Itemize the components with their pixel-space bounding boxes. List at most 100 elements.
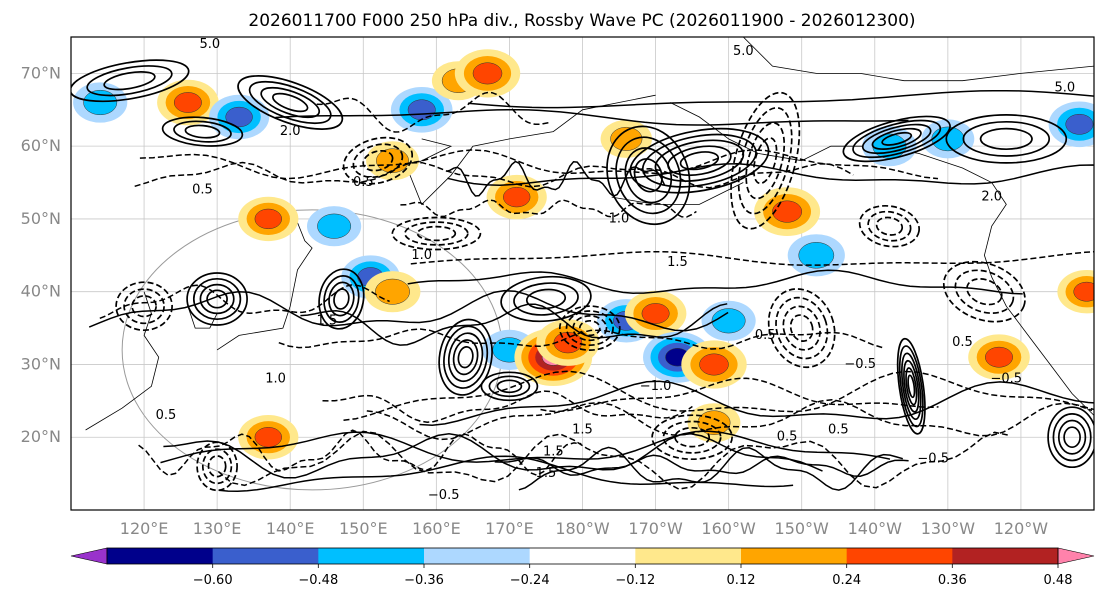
divergence-blob xyxy=(254,208,282,230)
contour-label: 0.5 xyxy=(353,175,374,190)
positive-contour xyxy=(1057,419,1087,455)
colorbar-bin xyxy=(318,548,425,564)
negative-contour xyxy=(316,91,552,133)
colorbar-bin xyxy=(952,548,1059,564)
positive-contour xyxy=(300,303,728,346)
positive-contour xyxy=(881,131,913,146)
coastline xyxy=(216,204,313,351)
lon-tick-label: 170°E xyxy=(485,519,534,538)
divergence-blob xyxy=(985,346,1013,368)
contour-label: 5.0 xyxy=(1054,80,1075,95)
contour-label: 1.0 xyxy=(609,211,630,226)
lon-tick-label: 160°E xyxy=(412,519,461,538)
divergence-blob xyxy=(699,353,729,376)
negative-contour xyxy=(139,149,939,180)
positive-contour xyxy=(328,281,355,317)
positive-contour xyxy=(160,430,891,464)
negative-contour xyxy=(789,314,814,342)
negative-contour xyxy=(954,269,1015,314)
positive-contour xyxy=(419,380,1094,426)
positive-contour xyxy=(452,339,479,376)
positive-contour xyxy=(907,374,916,399)
positive-contour xyxy=(199,283,235,315)
divergence-blob xyxy=(610,126,643,151)
colorbar-bin xyxy=(424,548,531,564)
positive-contour xyxy=(237,75,344,130)
positive-contour xyxy=(206,289,228,309)
colorbar-tick-label: −0.24 xyxy=(510,573,550,588)
colorbar-tick-label: 0.24 xyxy=(832,573,861,588)
contour-label: 0.5 xyxy=(192,182,213,197)
lat-tick-label: 70°N xyxy=(21,63,61,82)
positive-contour xyxy=(945,114,1068,164)
divergence-blob xyxy=(407,99,436,121)
positive-contour xyxy=(184,124,221,139)
positive-contour xyxy=(525,288,567,310)
divergence-blob xyxy=(711,308,746,334)
negative-contour xyxy=(572,315,608,342)
negative-contour xyxy=(410,250,1094,266)
contour-label: −1.0 xyxy=(640,379,672,394)
positive-contour xyxy=(275,108,909,126)
positive-contour xyxy=(513,282,579,316)
positive-contour xyxy=(898,345,924,428)
positive-contour xyxy=(260,86,321,119)
divergence-blob xyxy=(173,92,202,113)
positive-contour xyxy=(1047,406,1094,469)
divergence-blob xyxy=(931,126,965,152)
positive-contour xyxy=(896,337,926,435)
positive-contour xyxy=(457,346,474,369)
positive-contour xyxy=(407,269,1023,295)
lat-tick-label: 20°N xyxy=(21,427,61,446)
negative-contour xyxy=(123,288,165,325)
negative-contour xyxy=(322,390,693,423)
negative-contour xyxy=(131,295,157,318)
colorbar-bin xyxy=(846,548,953,564)
negative-contour xyxy=(391,216,482,251)
negative-contour xyxy=(366,398,1094,441)
positive-contour xyxy=(903,359,920,413)
positive-contour xyxy=(679,151,720,171)
positive-contour xyxy=(161,116,244,147)
divergence-blob xyxy=(254,427,282,448)
lat-tick-label: 30°N xyxy=(21,355,61,374)
negative-contour xyxy=(651,414,733,461)
positive-contour xyxy=(641,133,757,188)
coastline xyxy=(187,306,218,329)
lon-tick-label: 130°W xyxy=(921,519,976,538)
negative-contour xyxy=(115,281,173,332)
positive-contour xyxy=(248,80,332,125)
negative-contour xyxy=(942,260,1026,323)
colorbar-bin xyxy=(741,548,848,564)
positive-contour xyxy=(667,145,732,177)
positive-contour xyxy=(318,268,365,330)
lon-tick-label: 180°W xyxy=(555,519,610,538)
negative-contour xyxy=(362,149,394,172)
positive-contour xyxy=(438,318,493,396)
positive-contour xyxy=(606,125,691,226)
divergence-blob xyxy=(317,213,352,239)
colorbar-tick-label: −0.48 xyxy=(298,573,338,588)
contour-label: 5.0 xyxy=(199,37,220,52)
negative-contour xyxy=(558,305,621,351)
colorbar-tick-label: −0.36 xyxy=(404,573,444,588)
divergence-blob xyxy=(83,89,118,116)
contour-label: −0.5 xyxy=(991,372,1023,387)
positive-contour xyxy=(496,379,523,394)
colorbar-extend-high xyxy=(1057,547,1095,565)
lat-tick-label: 50°N xyxy=(21,209,61,228)
positive-contour xyxy=(633,158,663,193)
colorbar-tick-label: −0.12 xyxy=(615,573,655,588)
rossby-wave-contours xyxy=(71,59,1094,493)
contour-label: 1.5 xyxy=(572,423,593,438)
positive-contour xyxy=(488,375,531,398)
map-frame xyxy=(70,36,1095,511)
positive-contour xyxy=(861,123,932,155)
negative-contour xyxy=(578,319,601,337)
positive-contour xyxy=(518,446,904,491)
lat-tick-label: 60°N xyxy=(21,136,61,155)
latitude-tick-labels: 70°N 60°N 50°N 40°N 30°N 20°N xyxy=(21,63,61,446)
divergence-blob xyxy=(798,242,835,269)
positive-contour xyxy=(323,275,360,323)
